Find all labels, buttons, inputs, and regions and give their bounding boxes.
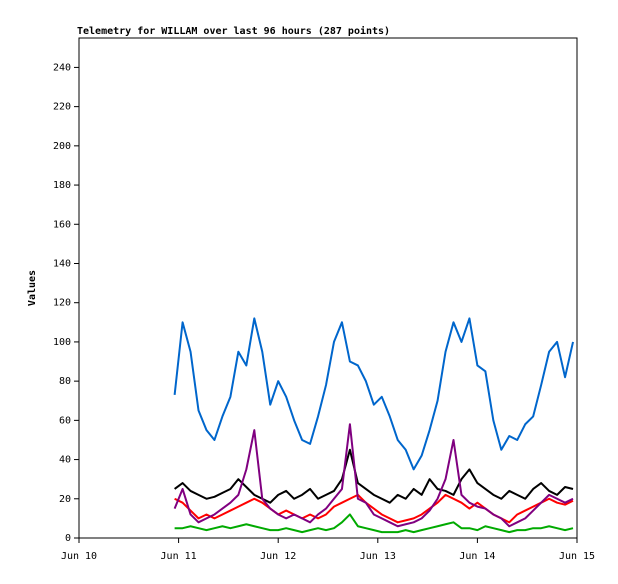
y-tick-label: 80 xyxy=(59,376,71,387)
x-tick-label: Jun 10 xyxy=(61,551,97,562)
y-tick-label: 240 xyxy=(53,62,71,73)
series-line xyxy=(173,423,574,528)
series-line xyxy=(174,448,574,504)
x-tick-label: Jun 14 xyxy=(459,551,495,562)
y-tick-label: 140 xyxy=(53,258,71,269)
x-tick-label: Jun 12 xyxy=(260,551,296,562)
series-line xyxy=(174,513,574,534)
y-tick-label: 20 xyxy=(59,494,71,505)
x-tick-label: Jun 13 xyxy=(360,551,396,562)
y-tick-label: 120 xyxy=(53,298,71,309)
y-tick-label: 200 xyxy=(53,141,71,152)
series-line xyxy=(174,493,574,524)
y-tick-label: 220 xyxy=(53,102,71,113)
y-axis-label: Values xyxy=(27,270,38,306)
plot-frame xyxy=(78,37,578,539)
y-tick-label: 180 xyxy=(53,180,71,191)
chart-title: Telemetry for WILLAM over last 96 hours … xyxy=(77,25,390,37)
y-tick-label: 100 xyxy=(53,337,71,348)
x-tick-label: Jun 15 xyxy=(559,551,595,562)
y-tick-label: 0 xyxy=(65,533,71,544)
y-tick-label: 60 xyxy=(59,415,71,426)
series-line xyxy=(173,317,574,471)
x-tick-label: Jun 11 xyxy=(161,551,197,562)
y-tick-label: 40 xyxy=(59,455,71,466)
y-tick-label: 160 xyxy=(53,219,71,230)
